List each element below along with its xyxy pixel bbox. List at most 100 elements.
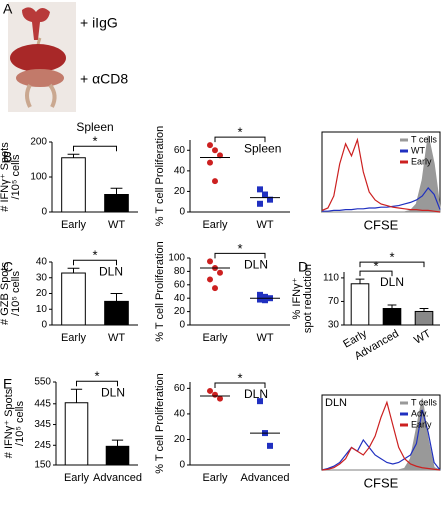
y-tick-label: 60 [174,279,186,290]
significance-label: * [92,248,97,263]
organ [10,44,66,72]
bar [61,272,86,326]
y-tick-label: 40 [36,257,48,268]
y-axis-label: /10⁵ cells [10,271,22,316]
y-tick-label: 100 [168,253,185,264]
significance-bracket [76,380,118,387]
significance-label: * [92,134,97,149]
y-axis-label: % IFNγ⁺ [291,277,303,319]
significance-bracket [214,382,266,388]
y-tick-label: 245 [34,440,51,451]
x-tick-label: Advanced [241,472,290,484]
x-tick-label: WT [412,328,433,347]
significance-label: * [94,369,99,384]
legend-label: Early [411,419,432,429]
significance-label: * [373,259,378,274]
y-tick-label: 345 [34,419,51,430]
histogram-line [321,409,441,471]
x-tick-label: Advanced [93,472,142,484]
panel-label: A [3,1,13,17]
annotation: DLN [380,275,404,289]
point [262,297,268,304]
panel-label: D [298,259,308,275]
bar [64,402,89,466]
bar [61,157,86,213]
x-tick-label: Early [61,332,87,344]
point [257,291,263,298]
y-tick-label: 30 [328,320,340,331]
significance-label: * [237,370,242,385]
point [257,398,263,405]
bar [104,300,129,326]
y-axis-label: % T cell Proliferation [154,373,166,473]
bar [382,308,402,326]
x-tick-label: WT [108,219,125,231]
y-tick-label: 110 [323,273,339,284]
point [212,178,218,185]
annotation: DLN [244,258,268,272]
histogram-line [321,137,441,213]
x-tick-label: Early [202,219,228,231]
point [207,142,213,149]
photo-label: + αCD8 [80,71,128,87]
error-bar [111,439,124,447]
bar [104,194,129,213]
significance-bracket [73,259,117,266]
point [257,200,263,207]
point [207,159,213,166]
annotation: Spleen [244,141,281,155]
organ [16,69,64,87]
error-bar [70,388,83,403]
histogram-area [322,135,441,213]
y-tick-label: 20 [36,288,48,299]
point [207,258,213,265]
y-tick-label: 40 [174,409,186,420]
photo [8,2,76,112]
significance-label: * [237,125,242,140]
y-tick-label: 20 [174,434,186,445]
x-tick-label: WT [108,332,125,344]
y-tick-label: 60 [174,383,186,394]
significance-bracket [214,136,266,143]
y-tick-label: 10 [36,304,48,315]
point [217,269,223,276]
significance-bracket [359,270,393,277]
panel-label: C [3,259,13,275]
organ [22,7,50,40]
error-bar [355,278,365,284]
error-bar [67,153,80,158]
point [207,387,213,394]
x-tick-label: WT [256,219,273,231]
point [257,296,263,303]
bar [414,310,434,326]
x-tick-label: Early [202,472,228,484]
point [212,147,218,154]
x-tick-label: Early [61,219,87,231]
panel-label: E [3,376,12,392]
y-tick-label: 40 [174,293,186,304]
annotation: DLN [99,264,123,278]
legend-label: Adv. [411,408,428,418]
y-tick-label: 100 [30,172,47,183]
y-axis-label: spot reduction [302,264,314,333]
legend-label: T cells [411,397,437,407]
point [262,293,268,300]
significance-label: * [389,250,394,265]
y-tick-label: 0 [179,460,185,471]
point [212,285,218,292]
y-tick-label: 20 [174,306,186,317]
y-tick-label: 445 [34,398,51,409]
y-axis-label: % T cell Proliferation [154,126,166,226]
y-axis-label: /10⁵ cells [10,154,22,199]
legend-label: T cells [411,134,437,144]
y-axis-label: # IFNγ⁺ Spots [0,142,11,212]
y-tick-label: 0 [41,320,47,331]
histogram-line [321,400,441,471]
y-tick-label: 60 [174,145,186,156]
x-axis-label: CFSE [364,475,399,490]
error-bar [110,187,123,195]
annotation: DLN [244,387,268,401]
y-tick-label: 80 [174,266,186,277]
bar [350,283,370,326]
y-tick-label: 40 [174,165,186,176]
